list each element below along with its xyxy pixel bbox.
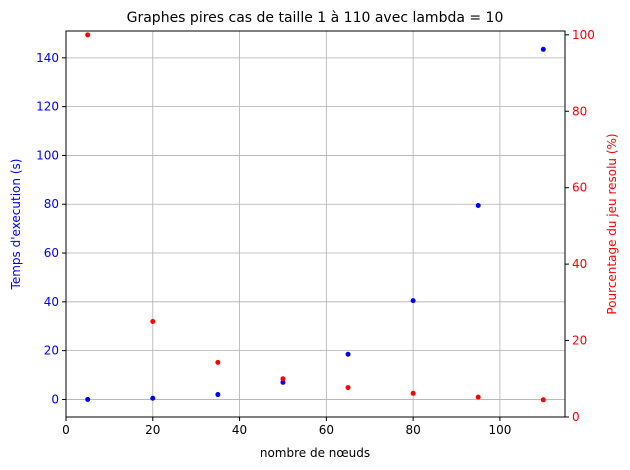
x-tick-label: 80 <box>405 423 420 437</box>
right-tick-label: 20 <box>572 334 587 348</box>
left-tick-label: 40 <box>44 295 59 309</box>
data-point-series-2 <box>85 32 91 38</box>
left-tick-label: 20 <box>44 344 59 358</box>
right-tick-label: 60 <box>572 181 587 195</box>
data-point-series-2 <box>345 385 351 391</box>
chart-title: Graphes pires cas de taille 1 à 110 avec… <box>127 10 504 26</box>
x-tick-label: 40 <box>232 423 247 437</box>
data-point-series-1 <box>475 202 481 208</box>
x-axis-ticks: 0 20 40 60 80 100 <box>62 417 511 437</box>
left-tick-label: 60 <box>44 246 59 260</box>
data-point-series-2 <box>540 397 546 403</box>
grid-lines <box>65 31 565 417</box>
data-point-series-1 <box>345 351 351 357</box>
x-tick-label: 60 <box>319 423 334 437</box>
data-point-series-2 <box>280 376 286 382</box>
data-point-series-2 <box>150 318 156 324</box>
data-point-series-1 <box>410 298 416 304</box>
x-axis-label: nombre de nœuds <box>260 446 370 460</box>
left-axis-label: Temps d'execution (s) <box>9 159 23 291</box>
left-tick-label: 0 <box>51 392 59 406</box>
right-tick-label: 80 <box>572 104 587 118</box>
data-point-series-1 <box>85 396 91 402</box>
left-tick-label: 100 <box>36 148 59 162</box>
right-axis-ticks: 0 20 40 60 80 100 <box>565 28 595 424</box>
data-point-series-1 <box>215 392 221 398</box>
data-point-series-1 <box>280 379 286 385</box>
left-tick-label: 80 <box>44 197 59 211</box>
x-tick-label: 0 <box>62 423 70 437</box>
right-tick-label: 0 <box>572 410 580 424</box>
data-points <box>85 32 546 403</box>
left-tick-label: 140 <box>36 51 59 65</box>
left-tick-label: 120 <box>36 100 59 114</box>
plot-frame <box>65 30 566 418</box>
x-tick-label: 100 <box>488 423 511 437</box>
data-point-series-2 <box>215 359 221 365</box>
right-tick-label: 40 <box>572 257 587 271</box>
right-tick-label: 100 <box>572 28 595 42</box>
x-tick-label: 20 <box>145 423 160 437</box>
left-axis-ticks: 0 20 40 60 80 100 120 140 <box>36 51 66 406</box>
data-point-series-1 <box>540 46 546 52</box>
data-point-series-1 <box>150 395 156 401</box>
data-point-series-2 <box>410 390 416 396</box>
data-point-series-2 <box>475 394 481 400</box>
right-axis-label: Pourcentage du jeu resolu (%) <box>605 133 619 314</box>
